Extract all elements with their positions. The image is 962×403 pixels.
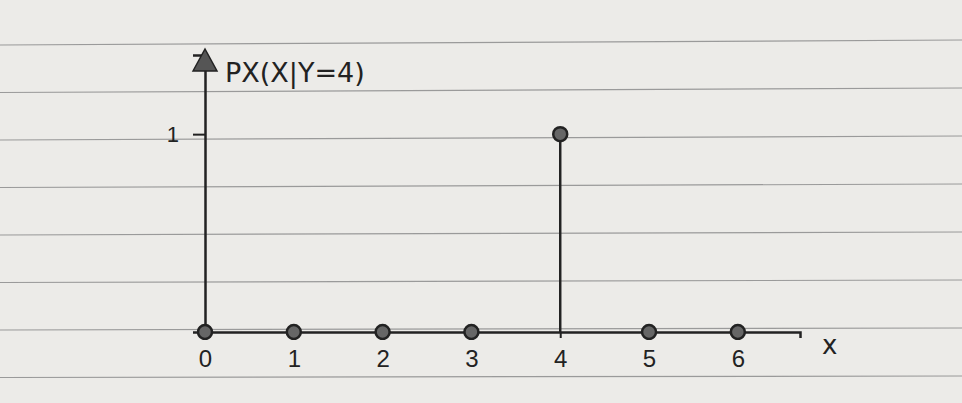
chart: 0 1 2 3 4 5 6 1 PX(X|Y=4) x [0, 0, 962, 403]
stems [198, 127, 745, 339]
x-tick: 4 [554, 332, 567, 372]
x-tick-mark [560, 332, 562, 338]
y-axis-line [193, 56, 206, 333]
x-tick-label: 1 [288, 345, 301, 372]
stem-group [731, 325, 745, 339]
title: PX(X|Y=4) [225, 57, 365, 89]
stem-group [464, 325, 478, 339]
stem-marker [464, 325, 478, 339]
y-axis-arrow [193, 49, 217, 71]
stem-group [642, 325, 656, 339]
x-tick-label: 0 [199, 345, 212, 372]
stem-group [553, 127, 567, 332]
stem-marker [376, 325, 390, 339]
ruled-line [0, 40, 962, 45]
y-tick-label: 1 [167, 122, 179, 147]
stem-marker [731, 325, 745, 339]
ruled-line [0, 88, 962, 93]
x-tick-label: 4 [554, 345, 567, 372]
x-tick-label: 2 [376, 345, 389, 372]
x-axis-label: x [822, 330, 837, 360]
stem-group [376, 325, 390, 339]
ruled-line [0, 232, 962, 235]
ruled-line [0, 328, 962, 330]
x-tick-label: 6 [732, 345, 745, 372]
ruled-line [0, 280, 962, 283]
x-tick-label: 5 [643, 345, 656, 372]
stem-group [287, 325, 301, 339]
y-axis: 1 [167, 56, 206, 333]
stem-marker [198, 325, 212, 339]
stem-marker [287, 325, 301, 339]
ruled-line [0, 376, 962, 378]
y-tick-mark [193, 134, 205, 136]
y-tick: 1 [167, 122, 205, 147]
paper-lines [0, 40, 962, 378]
stem-marker [553, 127, 567, 141]
stem-line [559, 134, 562, 332]
stem-marker [642, 325, 656, 339]
stem-group [198, 325, 212, 339]
x-tick-label: 3 [465, 345, 478, 372]
ruled-line [0, 136, 962, 140]
ruled-line [0, 184, 962, 188]
